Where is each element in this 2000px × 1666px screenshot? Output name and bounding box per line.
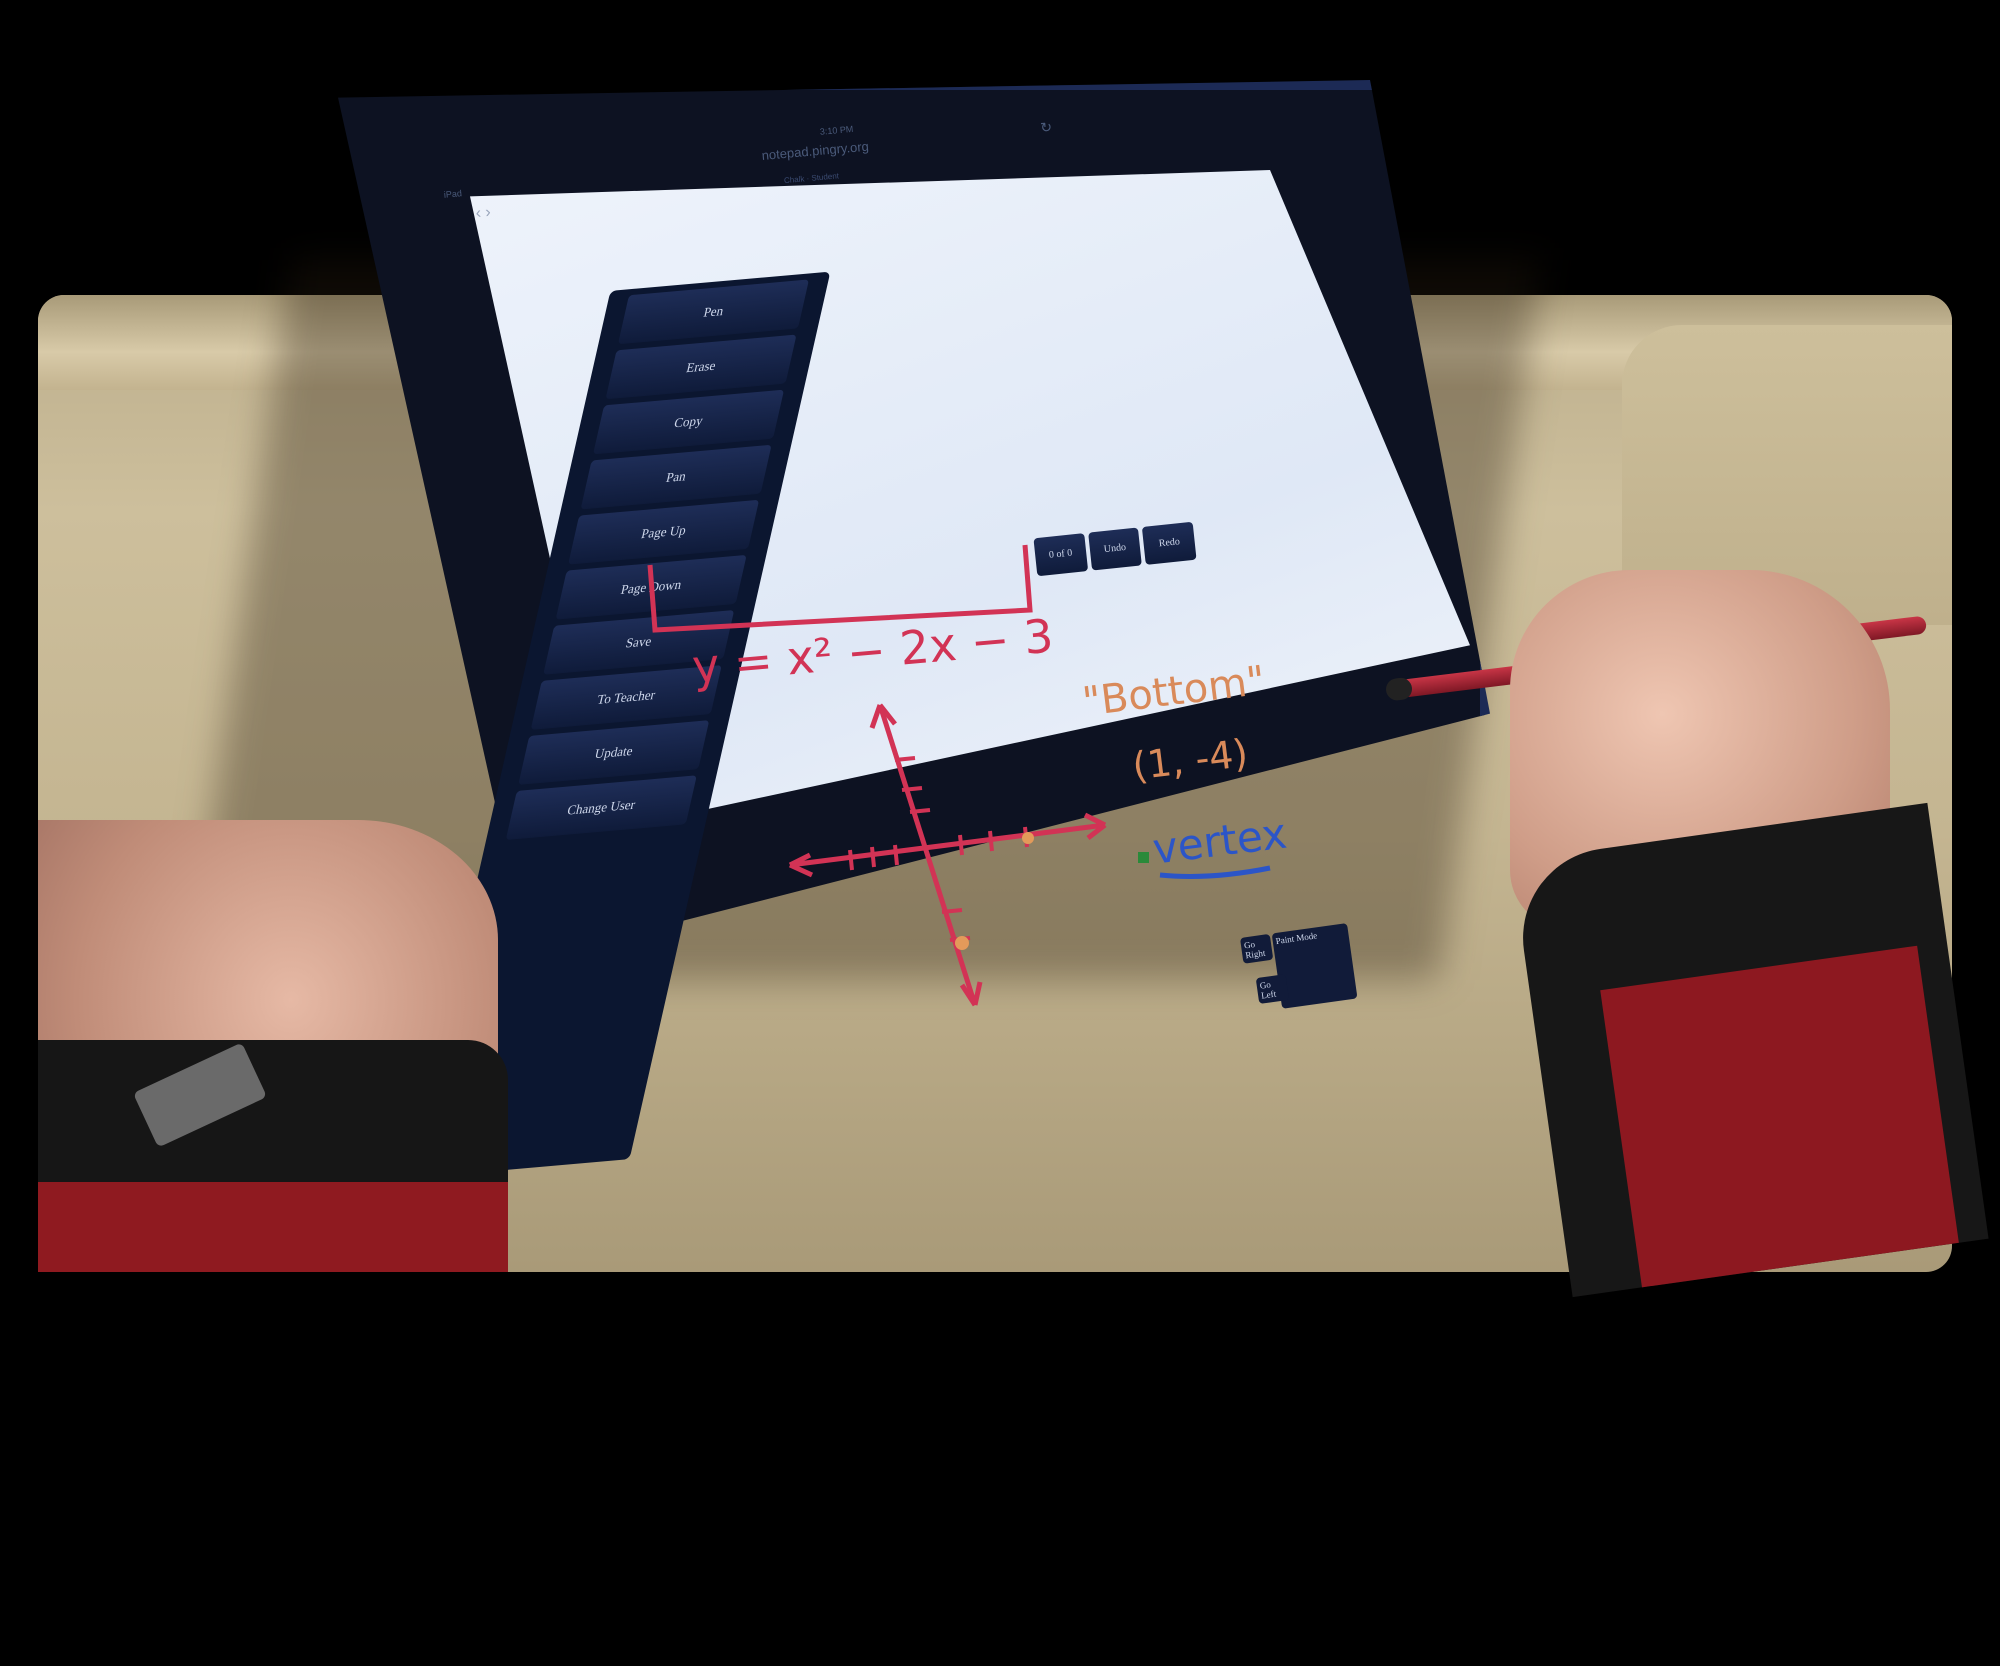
x-axis-line — [789, 822, 1106, 868]
vertex-underline — [1159, 865, 1271, 879]
ink-box — [647, 544, 1033, 633]
y-axis-top-arrow — [869, 703, 897, 729]
y-axis-bottom-arrow — [959, 981, 983, 1007]
vertex-dot — [1022, 832, 1034, 844]
green-ink-dot — [1138, 852, 1149, 863]
left-sleeve-red — [38, 1182, 508, 1272]
left-sleeve — [38, 1040, 508, 1272]
x-axis-right-arrow — [1083, 812, 1107, 840]
right-sleeve — [1511, 802, 1989, 1298]
intercept-dot — [955, 936, 969, 950]
axis-ticks — [848, 756, 1029, 942]
y-axis-line — [877, 704, 978, 1006]
x-axis-left-arrow — [788, 852, 814, 878]
right-sleeve-red — [1600, 945, 1959, 1288]
